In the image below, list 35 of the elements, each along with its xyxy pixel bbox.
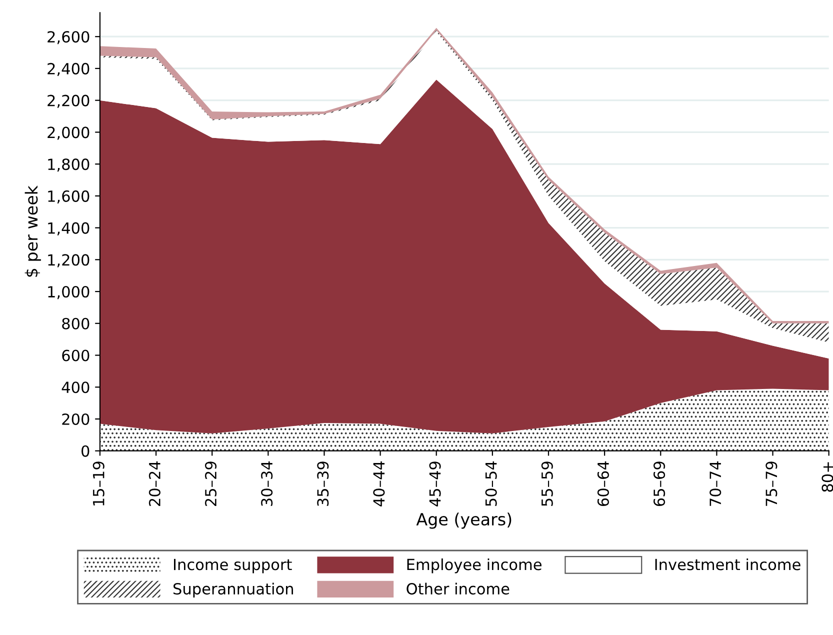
x-tick-label: 60–64 — [597, 461, 609, 506]
y-tick-label: 1,600 — [48, 190, 90, 204]
legend-label: Employee income — [407, 558, 542, 574]
x-tick-label: 65–69 — [654, 462, 666, 506]
x-tick-label: 25–29 — [204, 462, 217, 506]
x-tick-label: 30–34 — [261, 461, 273, 506]
y-tick-label: 400 — [62, 382, 90, 394]
y-tick-label: 2,400 — [48, 62, 90, 76]
y-tick-label: 0 — [82, 445, 90, 457]
y-tick-label: 800 — [62, 318, 90, 330]
x-tick-label: 20–24 — [148, 461, 160, 506]
x-tick-label: 80+ — [822, 462, 833, 492]
x-tick-label: 15–19 — [92, 462, 104, 506]
x-tick-label: 35–39 — [317, 462, 329, 506]
x-tick-label: 50–54 — [485, 461, 497, 506]
x-tick-label: 40–44 — [373, 461, 385, 506]
y-tick-label: 200 — [62, 413, 90, 426]
legend-label: Investment income — [655, 558, 800, 570]
x-tick-label: 45–49 — [429, 462, 441, 506]
y-tick-label: 600 — [62, 350, 90, 362]
y-tick-label: 1,400 — [48, 222, 90, 236]
x-tick-label: 70–74 — [710, 461, 722, 506]
y-tick-label: 2,200 — [48, 94, 90, 108]
x-tick-label: 75–79 — [766, 462, 778, 506]
legend-label: Superannuation — [174, 582, 293, 598]
legend-label: Income support — [174, 558, 292, 574]
x-axis-title: Age (years) — [416, 512, 512, 529]
x-tick-label: 55–59 — [541, 462, 553, 506]
y-tick-label: 1,200 — [48, 254, 90, 268]
y-tick-label: 1,800 — [48, 158, 90, 172]
y-tick-label: 2,000 — [48, 126, 90, 140]
y-axis-title: $ per week — [24, 185, 41, 277]
legend-label: Other income — [406, 582, 510, 595]
y-tick-label: 1,000 — [48, 286, 90, 300]
y-tick-label: 2,600 — [48, 31, 90, 44]
